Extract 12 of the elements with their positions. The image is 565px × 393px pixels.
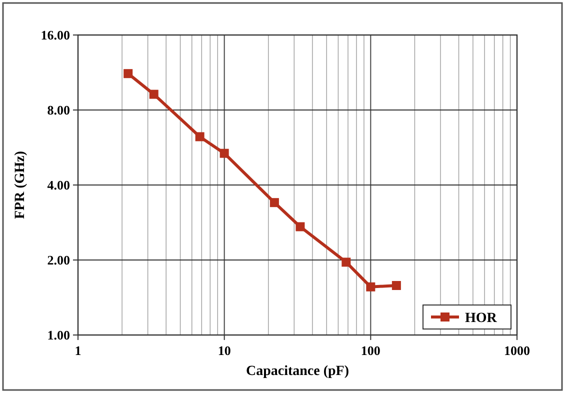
- x-tick-label: 10: [218, 343, 231, 358]
- y-tick-label: 2.00: [47, 252, 70, 268]
- x-tick-label: 100: [360, 343, 380, 358]
- x-axis-title: Capacitance (pF): [246, 364, 350, 379]
- y-tick-label: 1.00: [47, 328, 70, 342]
- y-axis-title: FPR (GHz): [13, 150, 28, 220]
- x-tick-label: 1: [74, 343, 82, 358]
- y-tick-label: 8.00: [47, 102, 70, 118]
- y-tick-label: 4.00: [47, 178, 70, 192]
- x-tick-label: 1000: [504, 343, 530, 358]
- y-tick-label: 16.00: [40, 28, 70, 42]
- legend-label: HOR: [465, 311, 498, 326]
